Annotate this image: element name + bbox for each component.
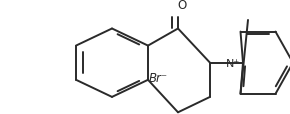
Text: Br⁻: Br⁻ xyxy=(148,71,168,84)
Text: N⁺: N⁺ xyxy=(226,58,240,68)
Text: O: O xyxy=(177,0,187,12)
